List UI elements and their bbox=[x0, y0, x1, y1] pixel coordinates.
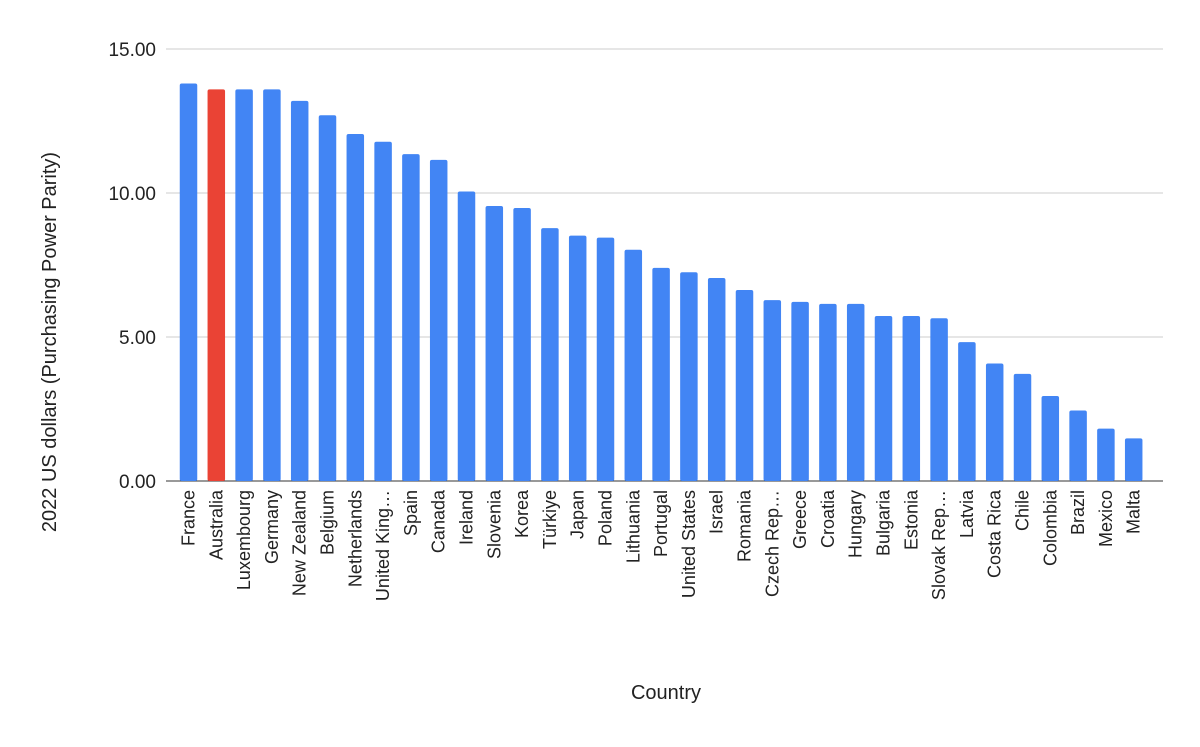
x-tick-label: Portugal bbox=[651, 490, 671, 557]
x-tick-label: New Zealand bbox=[290, 490, 310, 596]
x-tick-label: Australia bbox=[206, 489, 226, 560]
bar-canada bbox=[429, 159, 448, 481]
x-tick-label: Mexico bbox=[1096, 490, 1116, 547]
bar-colombia bbox=[1041, 396, 1060, 481]
x-tick-label: Poland bbox=[596, 490, 616, 546]
bar-brazil bbox=[1069, 410, 1087, 481]
x-tick-label: Croatia bbox=[818, 489, 838, 548]
bar-slovenia bbox=[485, 205, 504, 481]
bar-costa-rica bbox=[985, 363, 1004, 481]
x-axis-title: Country bbox=[631, 682, 701, 704]
bar-united-states bbox=[680, 272, 698, 481]
x-tick-label: Greece bbox=[790, 490, 810, 549]
x-tick-label: Ireland bbox=[457, 490, 477, 545]
bar-japan bbox=[568, 235, 587, 481]
y-axis-title: 2022 US dollars (Purchasing Power Parity… bbox=[39, 152, 61, 532]
bar-spain bbox=[402, 154, 420, 481]
x-tick-label: Slovenia bbox=[484, 489, 504, 559]
x-tick-label: Türkiye bbox=[540, 490, 560, 549]
x-tick-label: Japan bbox=[568, 490, 588, 539]
x-tick-label: Spain bbox=[401, 490, 421, 536]
bar-australia bbox=[207, 89, 226, 481]
x-tick-label: Malta bbox=[1124, 489, 1144, 534]
bar-france bbox=[179, 83, 198, 481]
bar-estonia bbox=[902, 315, 921, 481]
bar-poland bbox=[596, 237, 615, 481]
x-tick-label: Colombia bbox=[1040, 489, 1060, 566]
x-tick-label: United States bbox=[679, 490, 699, 598]
bar-czech-rep bbox=[763, 300, 782, 481]
y-axis-ticks: 0.00 5.00 10.00 15.00 bbox=[108, 40, 156, 493]
bar-united-king bbox=[374, 141, 392, 481]
bar-lithuania bbox=[624, 249, 643, 481]
x-tick-label: Bulgaria bbox=[874, 489, 894, 556]
bars bbox=[179, 83, 1143, 482]
x-tick-label: Slovak Rep… bbox=[929, 490, 949, 600]
bar-t-rkiye bbox=[541, 228, 559, 481]
y-tick-label: 15.00 bbox=[108, 40, 156, 61]
x-tick-label: Korea bbox=[512, 489, 532, 538]
y-tick-label: 0.00 bbox=[119, 472, 156, 493]
x-tick-label: Canada bbox=[429, 489, 449, 553]
x-tick-label: Hungary bbox=[846, 490, 866, 558]
bar-israel bbox=[707, 277, 726, 481]
bar-slovak-rep bbox=[930, 318, 948, 481]
bar-luxembourg bbox=[235, 89, 253, 481]
y-tick-label: 10.00 bbox=[108, 184, 156, 205]
bar-romania bbox=[735, 290, 754, 481]
x-tick-label: Israel bbox=[707, 490, 727, 534]
x-tick-label: Estonia bbox=[901, 489, 921, 550]
bar-hungary bbox=[846, 303, 865, 481]
x-tick-label: France bbox=[179, 490, 199, 546]
bar-bulgaria bbox=[874, 315, 893, 481]
bar-chile bbox=[1013, 373, 1032, 481]
x-tick-label: Belgium bbox=[318, 490, 338, 555]
x-tick-label: Czech Rep… bbox=[762, 490, 782, 597]
bar-greece bbox=[791, 301, 809, 481]
x-tick-label: Germany bbox=[262, 490, 282, 564]
bar-belgium bbox=[318, 115, 337, 482]
x-tick-label: Romania bbox=[735, 489, 755, 562]
bar-portugal bbox=[652, 267, 670, 481]
bar-ireland bbox=[457, 191, 476, 481]
bar-netherlands bbox=[346, 133, 365, 481]
x-tick-label: United King… bbox=[373, 490, 393, 601]
bar-new-zealand bbox=[290, 100, 309, 481]
y-tick-label: 5.00 bbox=[119, 328, 156, 349]
bar-croatia bbox=[819, 303, 837, 481]
x-tick-label: Lithuania bbox=[623, 489, 643, 563]
bar-latvia bbox=[958, 342, 976, 481]
bar-mexico bbox=[1097, 428, 1115, 481]
x-tick-label: Netherlands bbox=[345, 490, 365, 587]
bar-korea bbox=[513, 207, 531, 481]
x-tick-label: Latvia bbox=[957, 489, 977, 538]
x-axis-category-labels: France Australia Luxembourg Germany New Zeal… bbox=[179, 489, 1144, 601]
bar-germany bbox=[263, 89, 281, 481]
x-tick-label: Costa Rica bbox=[985, 489, 1005, 578]
bar-malta bbox=[1124, 438, 1143, 481]
x-tick-label: Luxembourg bbox=[234, 490, 254, 590]
x-tick-label: Brazil bbox=[1068, 490, 1088, 535]
x-tick-label: Chile bbox=[1013, 490, 1033, 531]
